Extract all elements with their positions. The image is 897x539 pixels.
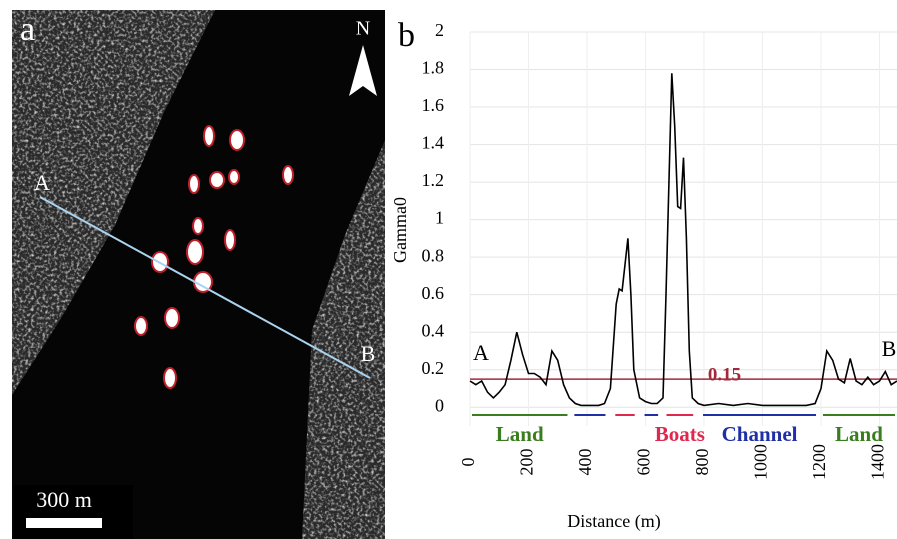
x-tick-label: 800 <box>692 449 712 476</box>
region-label: Land <box>835 422 883 446</box>
x-tick-label: 0 <box>458 458 478 467</box>
north-label: N <box>356 18 370 40</box>
scale-label: 300 m <box>36 487 92 512</box>
point-label: B <box>361 341 376 366</box>
y-tick-label: 0.4 <box>422 320 445 340</box>
y-tick-label: 0.2 <box>422 358 445 378</box>
y-tick-label: 1 <box>435 208 444 228</box>
y-tick-label: 1.6 <box>422 95 445 115</box>
panel-label: b <box>398 17 415 54</box>
x-tick-label: 600 <box>634 449 654 476</box>
point-label: A <box>34 170 50 195</box>
sar-image <box>12 10 385 539</box>
y-tick-label: 0 <box>435 395 444 415</box>
panel-label: a <box>20 11 35 48</box>
region-label: Boats <box>655 422 705 446</box>
annotation: B <box>882 336 897 361</box>
y-axis-label: Gamma0 <box>390 197 410 263</box>
threshold-label: 0.15 <box>708 364 741 385</box>
x-tick-label: 400 <box>575 449 595 476</box>
region-label: Land <box>496 422 544 446</box>
y-tick-label: 1.2 <box>422 170 445 190</box>
data-line <box>469 73 897 407</box>
x-tick-label: 200 <box>517 449 537 476</box>
region-label: Channel <box>722 422 798 446</box>
x-tick-label: 1200 <box>809 444 829 480</box>
x-tick-label: 1400 <box>868 444 888 480</box>
y-tick-label: 1.4 <box>422 133 445 153</box>
y-tick-label: 0.8 <box>422 245 445 265</box>
x-axis-label: Distance (m) <box>567 511 660 532</box>
y-tick-label: 1.8 <box>422 58 445 78</box>
annotation: A <box>473 340 489 365</box>
y-tick-label: 0.6 <box>422 283 445 303</box>
y-tick-label: 2 <box>435 20 444 40</box>
x-tick-label: 1000 <box>751 444 771 480</box>
